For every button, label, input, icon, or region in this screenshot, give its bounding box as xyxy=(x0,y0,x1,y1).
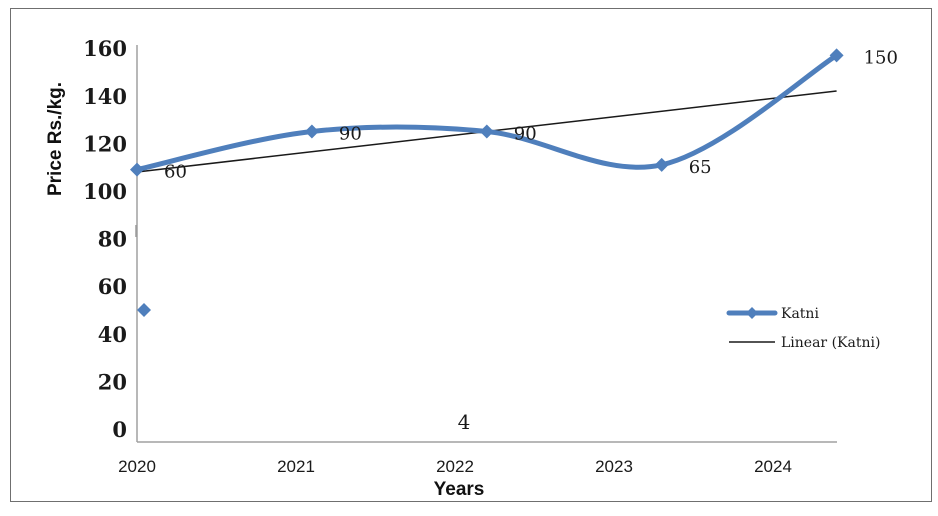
y-tick-label: 40 xyxy=(98,322,127,347)
y-tick-label: 0 xyxy=(112,417,127,442)
x-tick-labels: 2020 2021 2022 2023 2024 xyxy=(118,457,792,476)
stray-annotation: 4 xyxy=(458,410,471,434)
stray-marker xyxy=(137,303,151,317)
y-axis-title: Price Rs./kg. xyxy=(45,82,66,196)
series-layer xyxy=(130,48,844,317)
data-label: 65 xyxy=(689,157,712,178)
y-tick-label: 60 xyxy=(98,274,127,299)
data-label: 90 xyxy=(514,124,537,145)
legend-label-linear: Linear (Katni) xyxy=(781,335,880,351)
y-tick-label: 160 xyxy=(83,36,127,61)
data-point-katni xyxy=(130,162,144,177)
x-tick-label: 2020 xyxy=(118,457,156,476)
x-tick-label: 2021 xyxy=(277,457,315,476)
data-point-katni xyxy=(479,124,494,139)
x-tick-label: 2024 xyxy=(754,457,792,476)
legend-label-katni: Katni xyxy=(781,306,819,322)
y-tick-label: 20 xyxy=(98,369,127,394)
y-tick-label: 140 xyxy=(83,84,127,109)
data-label: 90 xyxy=(339,124,362,145)
series-line-katni xyxy=(134,52,840,173)
data-label: 60 xyxy=(164,162,187,183)
data-point-katni xyxy=(304,124,319,139)
y-tick-label: 120 xyxy=(83,131,127,156)
legend: Katni Linear (Katni) xyxy=(726,306,880,351)
data-point-katni xyxy=(829,48,844,63)
y-tick-label: 80 xyxy=(98,227,127,252)
data-point-katni xyxy=(654,157,669,172)
x-tick-label: 2023 xyxy=(595,457,633,476)
y-tick-label: 100 xyxy=(83,179,127,204)
y-tick-labels: 160 140 120 100 80 60 40 20 0 xyxy=(83,36,127,442)
chart-frame: 160 140 120 100 80 60 40 20 0 2020 2021 2022 2023 20… xyxy=(10,8,932,502)
x-tick-label: 2022 xyxy=(436,457,474,476)
legend-marker-katni xyxy=(746,307,758,319)
data-label: 150 xyxy=(864,47,898,68)
data-label-layer: 60 90 90 65 150 xyxy=(164,47,898,182)
x-axis-title: Years xyxy=(434,479,485,500)
